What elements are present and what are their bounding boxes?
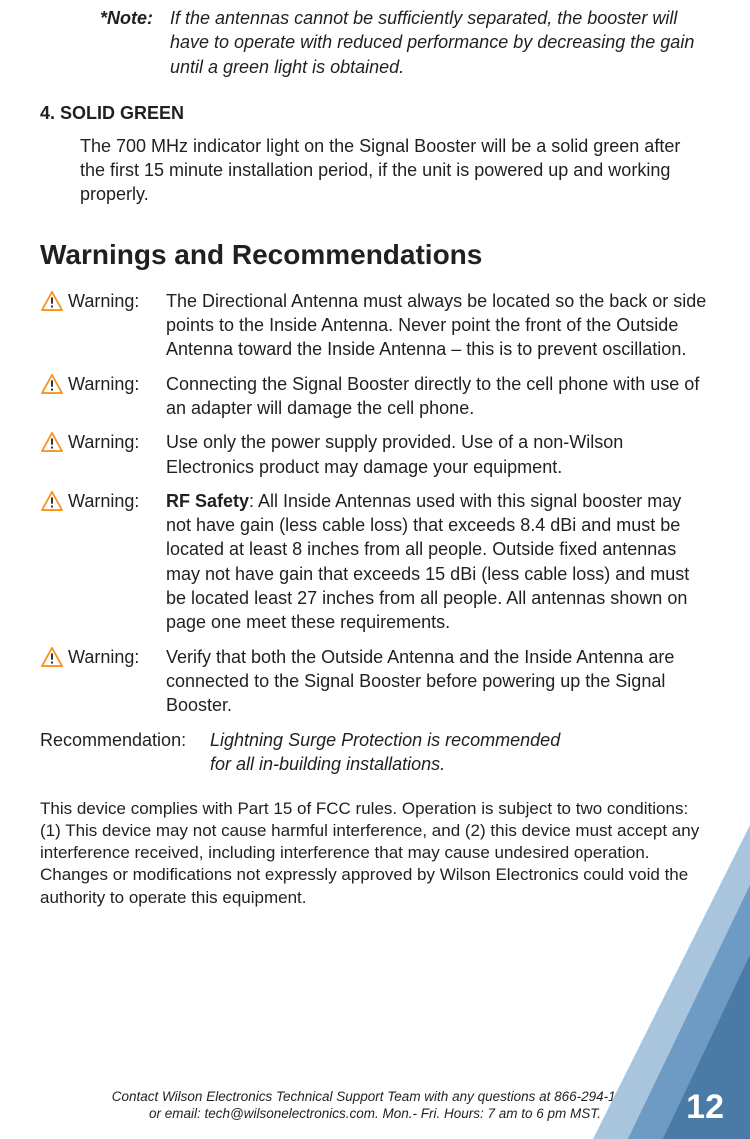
recommendation-line1: Lightning Surge Protection is recommende…: [210, 730, 560, 750]
warning-text: Connecting the Signal Booster directly t…: [158, 372, 710, 421]
warning-row: Warning:Use only the power supply provid…: [40, 430, 710, 479]
warning-icon: [40, 291, 64, 311]
warning-label: Warning:: [64, 645, 158, 669]
warning-row: Warning:RF Safety: All Inside Antennas u…: [40, 489, 710, 635]
note-block: *Note: If the antennas cannot be suffici…: [100, 6, 710, 79]
warning-text: The Directional Antenna must always be l…: [158, 289, 710, 362]
warning-icon: [40, 374, 64, 394]
warning-label: Warning:: [64, 489, 158, 513]
warning-text: Use only the power supply provided. Use …: [158, 430, 710, 479]
recommendation-line2: for all in-building installations.: [210, 754, 445, 774]
warnings-heading: Warnings and Recommendations: [40, 239, 710, 271]
warning-label: Warning:: [64, 289, 158, 313]
recommendation-text: Lightning Surge Protection is recommende…: [210, 728, 710, 777]
note-text: If the antennas cannot be sufficiently s…: [162, 6, 710, 79]
page: *Note: If the antennas cannot be suffici…: [0, 6, 750, 1139]
warning-text: RF Safety: All Inside Antennas used with…: [158, 489, 710, 635]
warning-icon: [40, 491, 64, 511]
warning-icon: [40, 432, 64, 452]
section-4-body: The 700 MHz indicator light on the Signa…: [80, 134, 710, 207]
warning-label: Warning:: [64, 430, 158, 454]
warning-row: Warning:Verify that both the Outside Ant…: [40, 645, 710, 718]
recommendation-row: Recommendation: Lightning Surge Protecti…: [40, 728, 710, 777]
warning-text: Verify that both the Outside Antenna and…: [158, 645, 710, 718]
warning-row: Warning:The Directional Antenna must alw…: [40, 289, 710, 362]
warnings-list: Warning:The Directional Antenna must alw…: [40, 289, 710, 718]
recommendation-label: Recommendation:: [40, 728, 210, 777]
warning-row: Warning:Connecting the Signal Booster di…: [40, 372, 710, 421]
section-4-heading: 4. SOLID GREEN: [40, 103, 710, 124]
page-number: 12: [686, 1088, 724, 1127]
warning-icon: [40, 647, 64, 667]
warning-label: Warning:: [64, 372, 158, 396]
note-label: *Note:: [100, 8, 153, 28]
